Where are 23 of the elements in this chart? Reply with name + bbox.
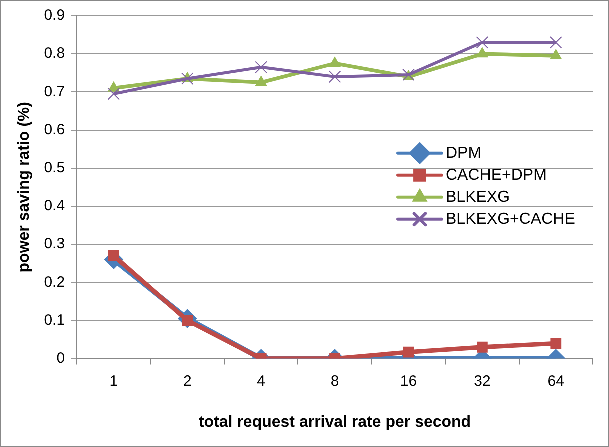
y-tick-label: 0.7	[44, 83, 66, 100]
y-axis-title: power saving ratio (%)	[16, 102, 34, 273]
x-tick-label: 2	[183, 372, 192, 390]
x-tick-label: 16	[400, 372, 418, 390]
y-tick-label: 0.3	[44, 236, 66, 253]
x-tick-label: 8	[330, 372, 340, 390]
y-tick-label: 0.5	[44, 159, 66, 176]
y-tick-label: 0.6	[44, 121, 66, 138]
legend-label: DPM	[446, 144, 482, 162]
legend-label: BLKEXG+CACHE	[446, 210, 576, 228]
y-tick-label: 0.8	[44, 45, 66, 62]
x-tick-label: 1	[110, 372, 118, 390]
y-tick-label: 0.9	[44, 7, 66, 24]
legend-label: CACHE+DPM	[446, 166, 547, 184]
legend-label: BLKEXG	[446, 188, 510, 206]
x-axis-title: total request arrival rate per second	[198, 414, 472, 431]
x-tick-label: 64	[548, 372, 564, 390]
y-tick-label: 0.2	[44, 274, 66, 291]
y-tick-label: 0	[56, 350, 66, 367]
y-tick-label: 0.1	[44, 312, 66, 329]
x-tick-label: 32	[474, 372, 491, 390]
y-tick-label: 0.4	[44, 198, 66, 215]
x-tick-label: 4	[257, 372, 266, 390]
